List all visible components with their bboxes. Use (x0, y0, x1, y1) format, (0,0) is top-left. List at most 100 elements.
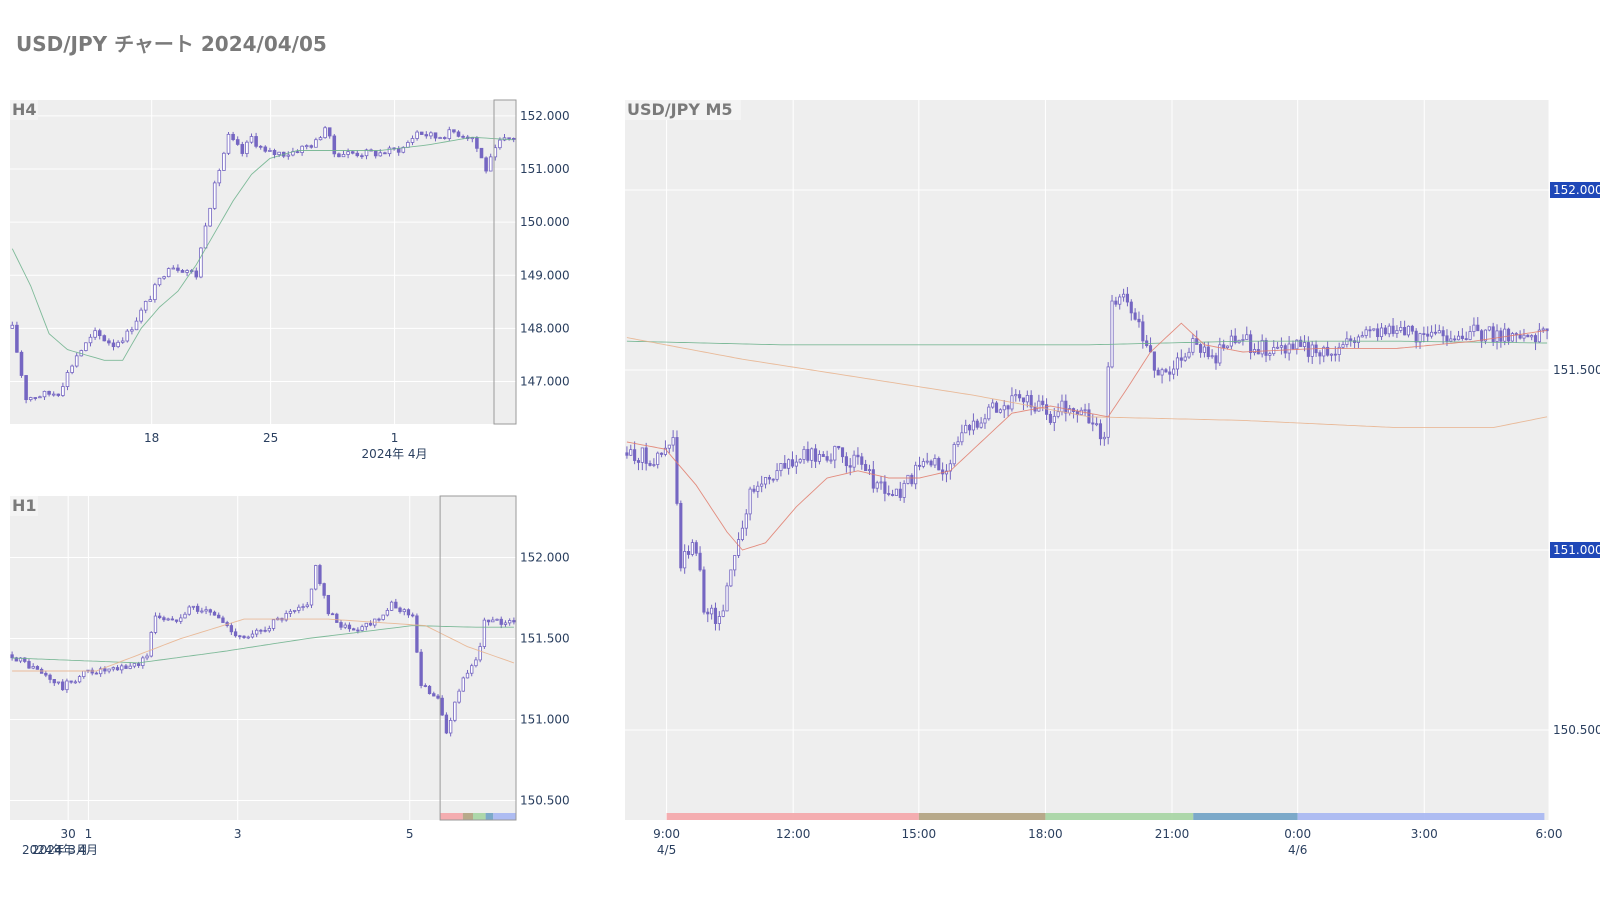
candle-body (406, 609, 411, 616)
candle-body (1537, 329, 1541, 343)
candle-body (171, 267, 176, 270)
candle-body (960, 432, 964, 443)
candle-body (686, 551, 691, 555)
candle-body (860, 456, 864, 465)
x-tick-label: 25 (263, 431, 278, 445)
candle-body (625, 452, 629, 456)
candle-body (305, 604, 309, 607)
candle-body (1295, 339, 1299, 350)
candle-body (1156, 369, 1160, 376)
candle-body (1195, 338, 1199, 345)
candle-body (411, 614, 415, 617)
candle-body (740, 527, 744, 540)
candle-body (346, 151, 350, 155)
candle-body (1106, 366, 1110, 438)
candle-body (304, 145, 309, 148)
candle-body (1102, 436, 1106, 440)
candle-body (844, 456, 848, 467)
y-tick-label: 152.000 (520, 551, 570, 565)
panel-title-bg (10, 496, 38, 516)
candle-body (436, 695, 440, 699)
y-tick-label: 151.500 (520, 632, 570, 646)
candle-body (217, 170, 222, 184)
candle-body (478, 646, 482, 661)
range-window[interactable] (439, 495, 517, 821)
price-badge (1550, 182, 1600, 198)
candle-body (1522, 334, 1526, 339)
candle-body (675, 437, 679, 504)
candle-body (640, 447, 644, 463)
candle-body (153, 615, 158, 633)
candle-body (52, 679, 56, 684)
candle-body (35, 666, 40, 670)
candle-body (229, 625, 234, 633)
candle-body (453, 701, 457, 721)
candle-body (1349, 338, 1353, 342)
y-tick-label: 151.000 (520, 713, 570, 727)
candle-body (309, 145, 314, 148)
candle-body (894, 488, 898, 496)
candle-body (288, 610, 293, 614)
candle-body (351, 628, 356, 631)
candle-body (1002, 405, 1006, 411)
candle-body (162, 276, 166, 279)
candle-body (683, 551, 687, 569)
plot-background (10, 100, 516, 424)
x-secondary-label: 2024年 3月 (22, 843, 88, 857)
candle-body (452, 129, 456, 133)
candle-body (512, 620, 516, 623)
candle-body (203, 225, 208, 249)
candle-body (1110, 300, 1114, 368)
candle-body (424, 134, 429, 137)
candle-body (1114, 300, 1118, 305)
candle-body (1048, 413, 1052, 423)
candle-body (1491, 326, 1495, 342)
candle-body (97, 330, 102, 337)
candle-body (1449, 338, 1453, 342)
candle-body (503, 622, 508, 625)
candle-body (787, 459, 791, 469)
candle-body (124, 665, 128, 669)
candle-body (848, 465, 852, 468)
candle-body (350, 151, 355, 154)
candle-body (660, 452, 664, 455)
x-secondary-label: 4/6 (1288, 843, 1307, 857)
candle-body (1122, 293, 1126, 298)
candle-body (249, 136, 254, 143)
candle-body (194, 270, 199, 278)
candle-body (1499, 330, 1503, 342)
candle-body (90, 669, 94, 674)
candle-body (952, 444, 956, 465)
range-window[interactable] (493, 99, 517, 425)
candle-body (212, 611, 217, 616)
candle-body (983, 418, 987, 424)
candle-body (917, 464, 922, 467)
candle-body (461, 677, 465, 692)
session-bar-segment (1193, 813, 1298, 820)
candle-body (725, 585, 729, 612)
candle-body (937, 458, 941, 471)
candle-body (775, 470, 779, 480)
candle-body (1441, 330, 1445, 337)
session-bar-segment (493, 813, 516, 820)
candle-body (979, 422, 983, 428)
candle-body (245, 141, 249, 154)
candle-body (887, 493, 891, 495)
candle-body (103, 668, 107, 672)
candle-body (891, 494, 895, 496)
candle-body (1483, 329, 1488, 342)
candle-body (111, 667, 115, 670)
candle-body (185, 270, 189, 273)
x-tick-label: 6:00 (1536, 827, 1563, 841)
candle-body (208, 207, 212, 227)
candle-body (1414, 330, 1418, 343)
candle-body (1345, 338, 1349, 345)
candle-body (277, 151, 281, 155)
candle-body (267, 628, 271, 632)
candle-body (226, 133, 231, 154)
candle-body (648, 462, 652, 466)
candle-body (752, 488, 756, 492)
candle-body (508, 620, 512, 624)
candle-body (402, 609, 406, 613)
candle-body (1175, 357, 1180, 370)
